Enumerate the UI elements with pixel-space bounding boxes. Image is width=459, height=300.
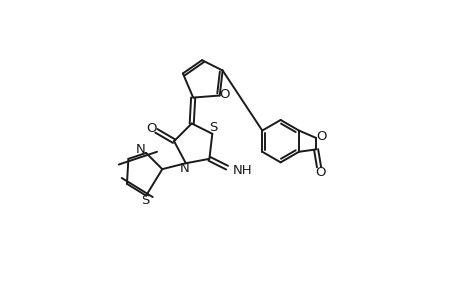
Text: N: N bbox=[135, 143, 146, 156]
Text: O: O bbox=[314, 166, 325, 179]
Text: O: O bbox=[315, 130, 325, 143]
Text: O: O bbox=[146, 122, 156, 135]
Text: N: N bbox=[179, 162, 190, 175]
Text: NH: NH bbox=[232, 164, 252, 176]
Text: S: S bbox=[141, 194, 149, 207]
Text: S: S bbox=[208, 121, 217, 134]
Text: O: O bbox=[219, 88, 230, 101]
